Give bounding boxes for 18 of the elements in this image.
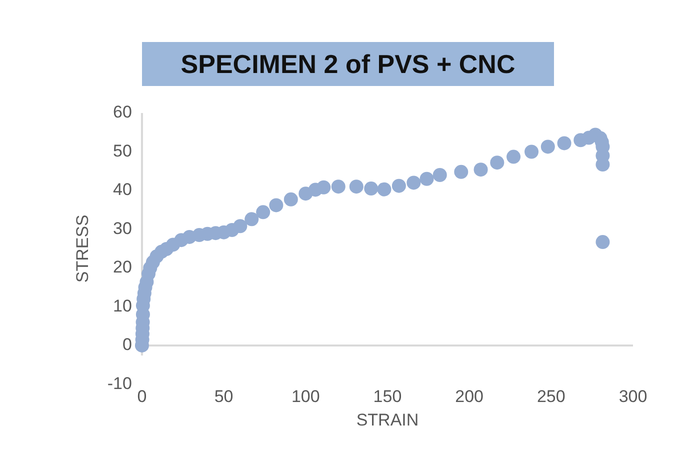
x-tick-label: 50 [214,387,234,406]
y-tick-label: 0 [122,335,132,354]
y-tick-label: 40 [113,180,132,200]
x-tick-label: 0 [137,387,147,406]
y-tick-label: 10 [113,296,132,316]
y-axis-title: STRESS [72,214,92,283]
y-tick-label: 50 [113,141,132,160]
x-tick-label: 250 [536,387,566,406]
chart-title: SPECIMEN 2 of PVS + CNC [142,42,554,86]
x-tick-label: 150 [373,387,402,406]
x-tick-label: 100 [291,387,320,406]
y-tick-label: 30 [113,218,132,238]
x-tick-label: 300 [618,387,648,406]
y-tick-label: 60 [113,102,132,122]
x-axis-title: STRAIN [356,410,419,430]
x-tick-label: 200 [455,387,484,406]
y-tick-label: -10 [107,374,132,393]
y-tick-label: 20 [113,258,132,277]
